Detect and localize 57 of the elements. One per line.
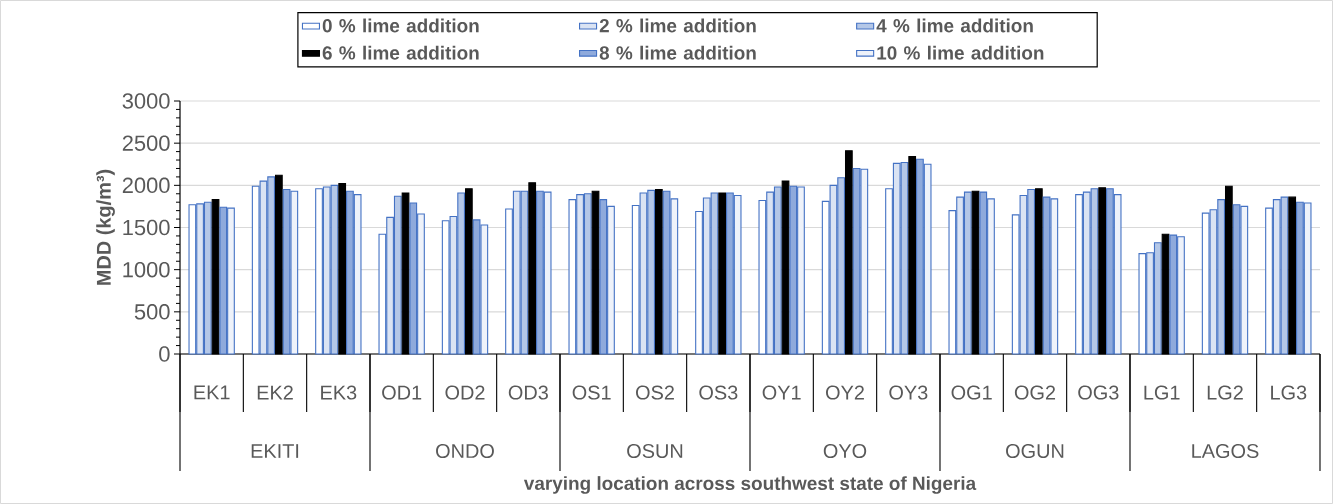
bar [464, 188, 473, 355]
legend-label: 10 % lime addition [877, 45, 1044, 60]
bar [654, 189, 663, 355]
x-tick-label: OS3 [699, 385, 738, 400]
legend-label: 0 % lime addition [322, 18, 479, 33]
y-tick-label: 1500 [123, 219, 170, 236]
bar [844, 150, 853, 355]
bar [781, 180, 790, 355]
x-tick-label: OG1 [951, 385, 992, 400]
legend-label: 2 % lime addition [599, 18, 756, 33]
bar [591, 190, 600, 355]
x-axis-title: varying location across southwest state of Nigeria [523, 476, 977, 494]
x-tick-label: EK1 [194, 385, 230, 400]
y-axis-title: MDD (kg/m³) [96, 169, 115, 285]
text: LAGOS [1192, 443, 1259, 459]
x-tick-label: OG2 [1014, 385, 1056, 400]
x-tick-label: OS1 [572, 385, 611, 400]
y-tick-label: 1000 [123, 261, 170, 278]
x-tick-label: OD2 [445, 385, 485, 400]
bar [1161, 233, 1170, 355]
text: OSUN [627, 443, 683, 459]
bar [1288, 196, 1297, 355]
y-tick-label: 0 [159, 346, 170, 362]
x-tick-label: EK2 [257, 385, 293, 400]
x-tick-label: OY3 [889, 385, 928, 400]
legend-label: 4 % lime addition [876, 18, 1033, 33]
y-tick-label: 2000 [122, 177, 170, 194]
y-tick-label: 3000 [122, 93, 170, 109]
bar [338, 183, 347, 355]
x-tick-label: LG2 [1207, 385, 1243, 400]
x-tick-label: OD3 [508, 385, 548, 400]
bar [274, 174, 283, 355]
bar [528, 182, 537, 355]
x-tick-label: OY1 [762, 385, 801, 400]
bar [401, 192, 410, 355]
text: OGUN [1006, 443, 1064, 459]
x-tick-label: LG3 [1271, 385, 1307, 400]
legend-label: 6 % lime addition [322, 45, 479, 60]
x-tick-label: OD1 [382, 385, 422, 400]
bar [718, 192, 727, 355]
x-tick-label: OG3 [1078, 385, 1119, 400]
x-tick-label: LG1 [1144, 385, 1180, 400]
x-tick-label: EK3 [321, 385, 357, 400]
x-tick-label: OS2 [636, 385, 674, 400]
bar [1034, 188, 1043, 355]
legend-label: 8 % lime addition [599, 45, 756, 60]
bar [908, 156, 917, 355]
bar [1098, 187, 1107, 355]
bar [971, 190, 980, 355]
y-tick-label: 2500 [122, 135, 170, 151]
x-tick-label: OY2 [826, 385, 864, 400]
bar [211, 199, 220, 355]
text: EKITI [251, 444, 299, 458]
text: ONDO [436, 443, 494, 459]
y-tick-label: 500 [134, 304, 170, 320]
text: OYO [823, 443, 867, 459]
bar [1224, 185, 1233, 355]
